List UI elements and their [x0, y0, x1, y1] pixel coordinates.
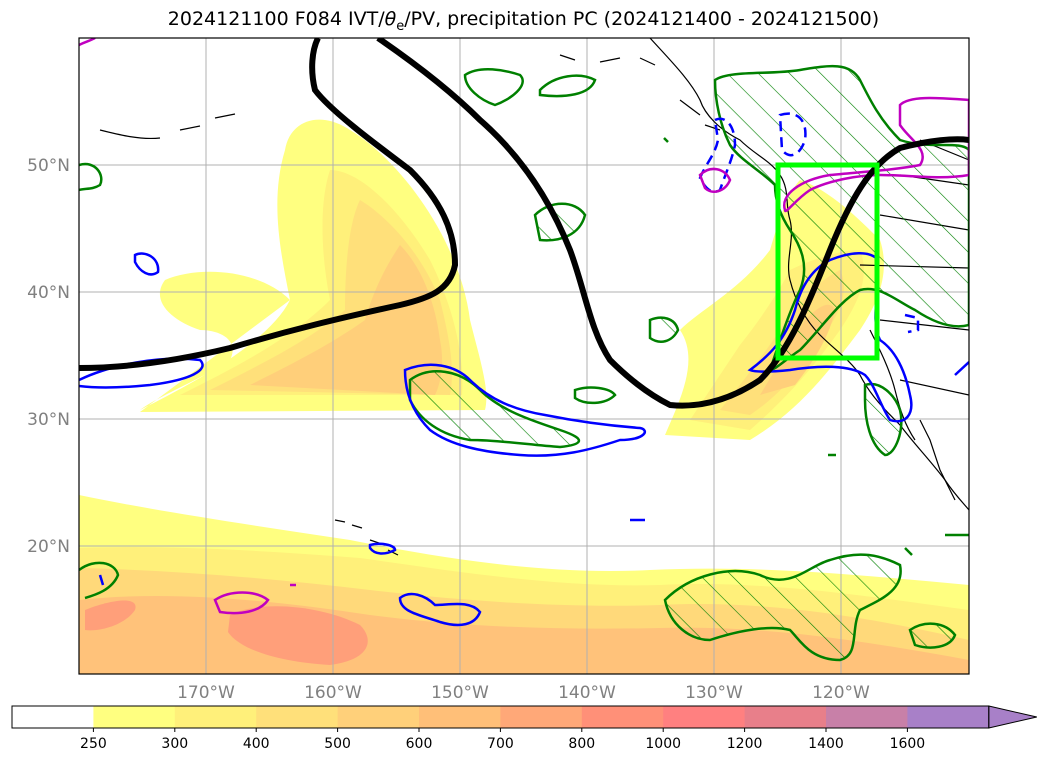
- colorbar-segment: [337, 706, 420, 728]
- figure-title: 2024121100 F084 IVT/θe/PV, precipitation…: [0, 8, 1047, 34]
- colorbar-tick-label: 1600: [890, 736, 926, 752]
- lat-label-20: 20°N: [27, 537, 70, 557]
- title-theta: θ: [384, 8, 397, 30]
- pv-secondary-contours: [79, 38, 969, 615]
- plot-frame: [78, 37, 970, 675]
- colorbar-tick-label: 250: [80, 736, 107, 752]
- colorbar-tick-label: 1400: [808, 736, 844, 752]
- colorbar-extend-arrow: [988, 705, 1037, 729]
- lon-label-130w: 130°W: [685, 683, 743, 703]
- colorbar-tick-label: 300: [161, 736, 188, 752]
- latitude-labels: 50°N 40°N 30°N 20°N: [27, 156, 70, 557]
- precip-contours: [79, 68, 969, 600]
- colorbar-segment: [826, 706, 908, 728]
- lon-label-170w: 170°W: [177, 683, 235, 703]
- ivt-river-north: [140, 119, 487, 412]
- lat-label-30: 30°N: [27, 410, 70, 430]
- colorbar: 250 300 400 500 600 700 800 1000 1200 1400 1600: [11, 705, 1037, 752]
- theta-e-contours: [79, 112, 969, 627]
- colorbar-tick-label: 400: [243, 736, 270, 752]
- colorbar-segment: [256, 706, 339, 728]
- colorbar-segment: [581, 706, 664, 728]
- colorbar-tick-label: 500: [324, 736, 351, 752]
- lon-label-160w: 160°W: [304, 683, 362, 703]
- colorbar-segment: [500, 706, 583, 728]
- highlight-box: [775, 162, 880, 361]
- title-ivt: IVT/: [347, 8, 385, 30]
- title-theta-sub: e: [396, 18, 405, 34]
- colorbar-segment: [907, 706, 990, 728]
- colorbar-segment: [174, 706, 257, 728]
- colorbar-segment: [744, 706, 827, 728]
- title-run: 2024121100: [167, 8, 289, 30]
- lon-label-120w: 120°W: [812, 683, 870, 703]
- lat-label-40: 40°N: [27, 283, 70, 303]
- colorbar-tick-label: 600: [406, 736, 433, 752]
- colorbar-tick-label: 800: [568, 736, 595, 752]
- colorbar-segment: [93, 706, 176, 728]
- pv-contour: [79, 38, 969, 409]
- longitude-labels: 170°W 160°W 150°W 140°W 130°W 120°W: [177, 683, 870, 703]
- colorbar-segment: [12, 706, 94, 728]
- colorbar-segment: [419, 706, 501, 728]
- lat-label-50: 50°N: [27, 156, 70, 176]
- lon-label-150w: 150°W: [431, 683, 489, 703]
- colorbar-segment: [663, 706, 746, 728]
- colorbar-tick-label: 1000: [645, 736, 681, 752]
- lon-label-140w: 140°W: [558, 683, 616, 703]
- title-rest: /PV, precipitation PC (2024121400 - 2024…: [404, 8, 880, 30]
- colorbar-tick-label: 1200: [727, 736, 763, 752]
- colorbar-tick-label: 700: [487, 736, 514, 752]
- title-forecast: F084: [294, 8, 342, 30]
